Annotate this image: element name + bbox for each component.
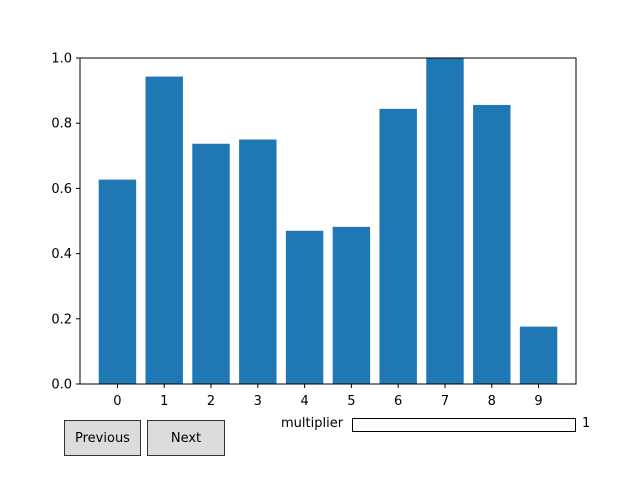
y-tick-label: 0.2 — [51, 312, 72, 327]
bar-9 — [519, 326, 558, 384]
y-tick-label: 1.0 — [51, 52, 72, 67]
previous-button[interactable]: Previous — [64, 420, 141, 456]
bar-4 — [285, 230, 324, 384]
x-tick-label: 0 — [113, 394, 121, 409]
x-tick-label: 3 — [254, 394, 262, 409]
y-tick-label: 0.6 — [51, 182, 72, 197]
x-tick-label: 7 — [441, 394, 449, 409]
x-tick-label: 2 — [207, 394, 215, 409]
x-tick-label: 6 — [394, 394, 402, 409]
multiplier-slider[interactable] — [352, 418, 576, 432]
y-tick-label: 0.8 — [51, 117, 72, 132]
multiplier-slider-label: multiplier — [281, 416, 344, 431]
x-tick-label: 9 — [534, 394, 542, 409]
multiplier-slider-value: 1 — [582, 416, 591, 431]
bar-8 — [473, 104, 511, 384]
bar-5 — [332, 226, 371, 384]
x-tick-label: 8 — [488, 394, 496, 409]
x-tick-label: 1 — [160, 394, 168, 409]
bar-1 — [145, 76, 183, 384]
y-tick-label: 0.4 — [51, 247, 72, 262]
bar-2 — [192, 143, 230, 384]
bar-6 — [379, 108, 417, 384]
y-tick-label: 0.0 — [51, 378, 72, 393]
next-button[interactable]: Next — [147, 420, 225, 456]
bar-7 — [426, 58, 464, 384]
x-tick-label: 5 — [347, 394, 355, 409]
axes-frame — [79, 57, 577, 385]
x-tick-label: 4 — [300, 394, 308, 409]
bar-0 — [98, 179, 137, 384]
bar-3 — [239, 139, 277, 384]
